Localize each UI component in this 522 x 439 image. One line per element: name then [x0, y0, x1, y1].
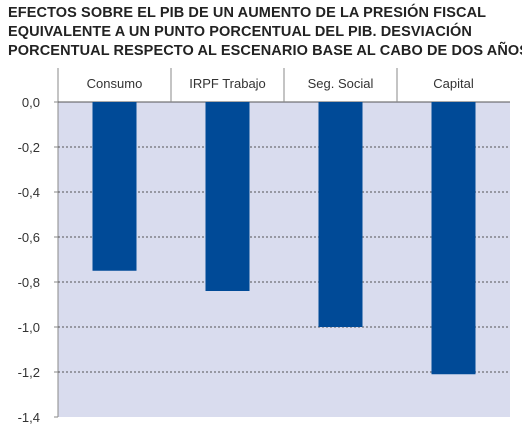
y-tick-label: 0,0: [22, 95, 40, 110]
chart-title: EFECTOS SOBRE EL PIB DE UN AUMENTO DE LA…: [8, 4, 522, 61]
chart-title-line-3: PORCENTUAL RESPECTO AL ESCENARIO BASE AL…: [8, 43, 522, 59]
y-tick-label: -0,8: [18, 275, 40, 290]
chart-title-line-1: EFECTOS SOBRE EL PIB DE UN AUMENTO DE LA…: [8, 5, 487, 21]
category-label: Seg. Social: [308, 76, 374, 91]
y-tick-label: -1,0: [18, 320, 40, 335]
bar-4: [431, 102, 476, 375]
category-label: Consumo: [87, 76, 143, 91]
y-tick-label: -0,2: [18, 140, 40, 155]
y-tick-label: -0,6: [18, 230, 40, 245]
y-tick-label: -1,4: [18, 410, 40, 425]
bar-1: [92, 102, 137, 271]
y-tick-label: -1,2: [18, 365, 40, 380]
bar-2: [205, 102, 250, 291]
category-label: IRPF Trabajo: [189, 76, 266, 91]
bar-3: [318, 102, 363, 327]
category-label: Capital: [433, 76, 474, 91]
chart-title-line-2: EQUIVALENTE A UN PUNTO PORCENTUAL DEL PI…: [8, 24, 472, 40]
y-tick-label: -0,4: [18, 185, 40, 200]
